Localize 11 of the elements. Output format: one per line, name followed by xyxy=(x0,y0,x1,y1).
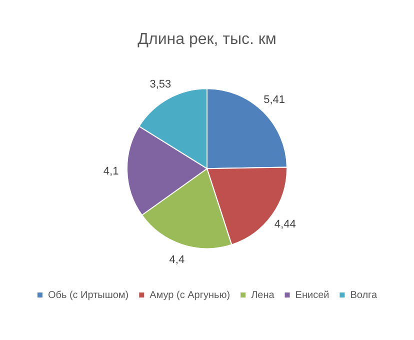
data-label: 4,4 xyxy=(169,254,185,266)
data-label: 5,41 xyxy=(264,94,286,106)
legend-label: Обь (с Иртышом) xyxy=(48,290,129,301)
chart-title: Длина рек, тыс. км xyxy=(138,31,276,48)
data-label: 4,44 xyxy=(274,218,296,230)
data-label: 3,53 xyxy=(150,78,172,91)
legend-label: Волга xyxy=(350,290,378,301)
legend-label: Енисей xyxy=(295,290,330,301)
legend-label: Амур (с Аргунью) xyxy=(150,290,230,301)
data-label: 4,1 xyxy=(103,166,119,178)
legend-label: Лена xyxy=(251,290,275,301)
